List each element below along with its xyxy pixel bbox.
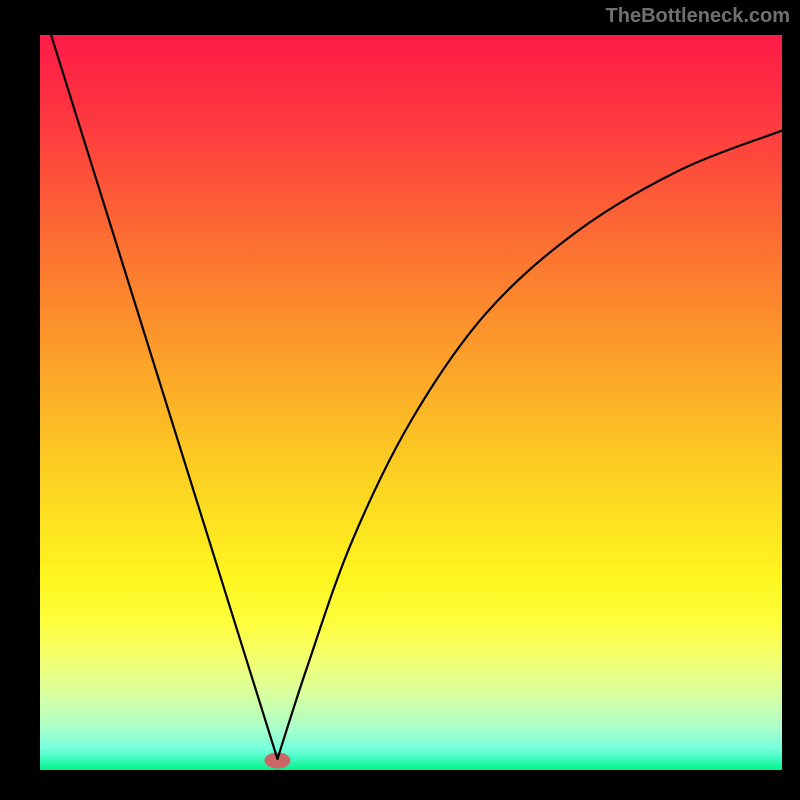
watermark: TheBottleneck.com xyxy=(606,5,790,27)
plot-background xyxy=(40,35,782,770)
bottleneck-chart: TheBottleneck.com xyxy=(0,0,800,800)
chart-container: { "watermark": { "text": "TheBottleneck.… xyxy=(0,0,800,800)
minimum-marker xyxy=(264,752,290,768)
